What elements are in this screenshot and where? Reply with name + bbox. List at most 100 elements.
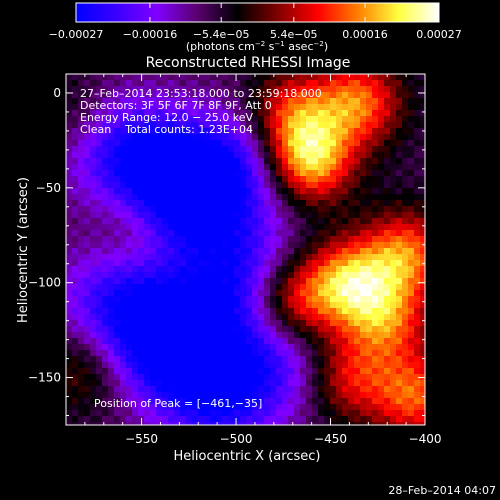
heatmap-cell (150, 158, 156, 164)
heatmap-cell (186, 302, 192, 308)
heatmap-cell (402, 164, 408, 170)
heatmap-cell (132, 374, 138, 380)
heatmap-cell (90, 302, 96, 308)
heatmap-cell (306, 362, 312, 368)
heatmap-cell (204, 194, 210, 200)
heatmap-cell (336, 326, 342, 332)
heatmap-cell (216, 410, 222, 416)
heatmap-cell (78, 386, 84, 392)
heatmap-cell (186, 392, 192, 398)
heatmap-cell (126, 338, 132, 344)
heatmap-cell (102, 344, 108, 350)
heatmap-cell (390, 140, 396, 146)
heatmap-cell (150, 176, 156, 182)
heatmap-cell (384, 152, 390, 158)
heatmap-cell (276, 356, 282, 362)
heatmap-cell (138, 104, 144, 110)
heatmap-cell (180, 410, 186, 416)
heatmap-cell (294, 404, 300, 410)
heatmap-cell (210, 380, 216, 386)
heatmap-cell (270, 272, 276, 278)
heatmap-cell (174, 296, 180, 302)
heatmap-cell (336, 290, 342, 296)
heatmap-cell (186, 116, 192, 122)
heatmap-cell (342, 182, 348, 188)
heatmap-cell (222, 80, 228, 86)
heatmap-cell (186, 356, 192, 362)
heatmap-cell (204, 212, 210, 218)
heatmap-cell (222, 398, 228, 404)
heatmap-cell (144, 200, 150, 206)
heatmap-cell (324, 182, 330, 188)
heatmap-cell (162, 188, 168, 194)
heatmap-cell (162, 326, 168, 332)
heatmap-cell (204, 302, 210, 308)
heatmap-cell (102, 122, 108, 128)
heatmap-cell (138, 380, 144, 386)
heatmap-cell (216, 218, 222, 224)
heatmap-cell (414, 224, 420, 230)
heatmap-cell (108, 320, 114, 326)
heatmap-cell (366, 140, 372, 146)
heatmap-cell (276, 314, 282, 320)
heatmap-cell (420, 296, 425, 302)
heatmap-cell (348, 272, 354, 278)
heatmap-cell (372, 326, 378, 332)
heatmap-cell (198, 206, 204, 212)
heatmap-cell (300, 194, 306, 200)
heatmap-cell (108, 386, 114, 392)
heatmap-cell (348, 362, 354, 368)
heatmap-cell (300, 368, 306, 374)
heatmap-cell (192, 422, 198, 425)
heatmap-cell (84, 272, 90, 278)
heatmap-cell (234, 230, 240, 236)
heatmap-cell (204, 416, 210, 422)
heatmap-cell (294, 278, 300, 284)
heatmap-cell (192, 380, 198, 386)
heatmap-cell (150, 134, 156, 140)
heatmap-cell (138, 374, 144, 380)
heatmap-cell (318, 200, 324, 206)
heatmap-cell (312, 344, 318, 350)
heatmap-cell (120, 404, 126, 410)
heatmap-cell (210, 116, 216, 122)
heatmap-cell (78, 398, 84, 404)
heatmap-cell (120, 110, 126, 116)
heatmap-cell (366, 200, 372, 206)
heatmap-cell (270, 122, 276, 128)
heatmap-cell (324, 92, 330, 98)
heatmap-cell (420, 314, 425, 320)
heatmap-cell (306, 230, 312, 236)
heatmap-cell (354, 368, 360, 374)
heatmap-cell (180, 134, 186, 140)
x-tick-label: −500 (220, 432, 253, 446)
heatmap-cell (348, 404, 354, 410)
heatmap-cell (114, 374, 120, 380)
heatmap-cell (384, 392, 390, 398)
heatmap-cell (270, 386, 276, 392)
heatmap-cell (228, 290, 234, 296)
heatmap-cell (72, 242, 78, 248)
heatmap-cell (306, 266, 312, 272)
heatmap-cell (378, 98, 384, 104)
heatmap-cell (378, 302, 384, 308)
heatmap-cell (162, 344, 168, 350)
heatmap-cell (168, 80, 174, 86)
heatmap-cell (204, 422, 210, 425)
heatmap-cell (270, 344, 276, 350)
heatmap-cell (222, 320, 228, 326)
heatmap-cell (144, 146, 150, 152)
heatmap-cell (228, 302, 234, 308)
heatmap-cell (120, 386, 126, 392)
heatmap-cell (90, 278, 96, 284)
heatmap-cell (288, 164, 294, 170)
heatmap-cell (150, 368, 156, 374)
heatmap-cell (204, 350, 210, 356)
heatmap-cell (114, 392, 120, 398)
heatmap-cell (408, 344, 414, 350)
heatmap-cell (228, 80, 234, 86)
heatmap-cell (120, 380, 126, 386)
heatmap-cell (168, 110, 174, 116)
heatmap-cell (396, 206, 402, 212)
heatmap-cell (336, 206, 342, 212)
